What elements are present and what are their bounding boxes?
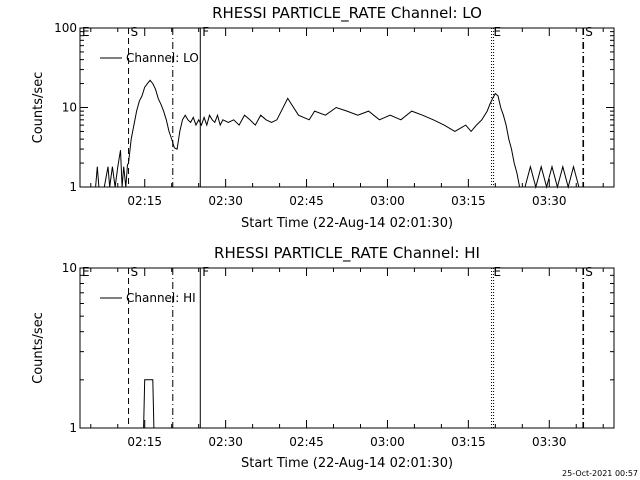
legend-label: Channel: LO [126, 51, 199, 65]
x-tick-label: 03:15 [451, 435, 486, 449]
footer-timestamp-text: 25-Oct-2021 00:57 [562, 469, 638, 478]
x-tick-label: 03:30 [532, 435, 567, 449]
x-axis-label: Start Time (22-Aug-14 02:01:30) [241, 216, 453, 231]
legend-label: Channel: HI [126, 291, 196, 305]
y-tick-label: 10 [62, 101, 77, 115]
event-marker-label: E [494, 265, 502, 279]
event-marker-label: S [585, 25, 593, 39]
y-tick-label: 1 [69, 180, 77, 194]
plot-frame [79, 267, 615, 429]
chart-title: RHESSI PARTICLE_RATE Channel: HI [214, 244, 480, 263]
x-tick-label: 02:15 [127, 435, 162, 449]
event-marker-label: E [82, 265, 90, 279]
event-marker-label: E [494, 25, 502, 39]
event-marker-label: F [202, 265, 209, 279]
x-tick-label: 03:00 [370, 435, 405, 449]
x-tick-label: 02:15 [127, 194, 162, 208]
event-marker-label: E [82, 25, 90, 39]
event-marker-label: S [585, 265, 593, 279]
y-tick-label: 100 [54, 21, 77, 35]
event-marker-label: S [131, 265, 139, 279]
x-tick-label: 02:45 [289, 194, 324, 208]
y-axis-label: Counts/sec [31, 72, 46, 144]
y-tick-label: 1 [69, 421, 77, 435]
x-tick-label: 03:00 [370, 194, 405, 208]
chart-title: RHESSI PARTICLE_RATE Channel: LO [212, 4, 482, 23]
y-axis-label: Counts/sec [31, 312, 46, 384]
x-tick-label: 02:45 [289, 435, 324, 449]
x-tick-label: 02:30 [208, 435, 243, 449]
series-line-0 [95, 79, 582, 189]
event-marker-label: S [131, 25, 139, 39]
series-line-0 [143, 379, 155, 429]
y-tick-label: 10 [62, 261, 77, 275]
x-axis-label: Start Time (22-Aug-14 02:01:30) [241, 456, 453, 471]
x-tick-label: 02:30 [208, 194, 243, 208]
x-tick-label: 03:30 [532, 194, 567, 208]
event-marker-label: F [202, 25, 209, 39]
x-tick-label: 03:15 [451, 194, 486, 208]
